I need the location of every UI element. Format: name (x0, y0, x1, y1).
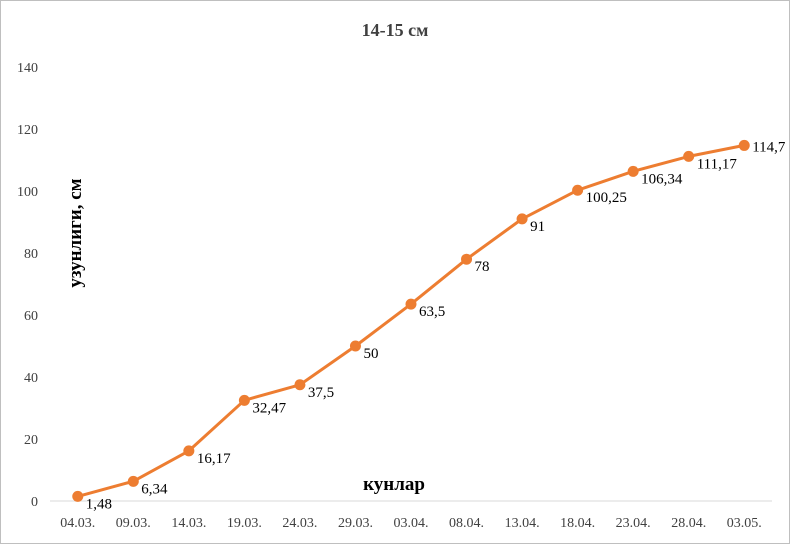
data-point (405, 298, 417, 310)
series-line (77, 143, 745, 498)
data-point (738, 139, 750, 151)
x-axis-ticks: 04.03. 09.03. 14.03. 19.03. 24.03. 29.03. 03.0… (60, 516, 761, 531)
y-tick-label: 20 (24, 433, 38, 448)
y-tick-label: 80 (24, 247, 38, 262)
x-tick-label: 29.03. (338, 516, 373, 531)
data-label: 91 (530, 219, 545, 235)
x-tick-label: 09.03. (116, 516, 151, 531)
y-tick-label: 60 (24, 309, 38, 324)
data-point (572, 184, 584, 196)
data-label: 114,7 (752, 139, 786, 155)
y-tick-label: 140 (17, 61, 38, 76)
data-label: 16,17 (197, 451, 231, 467)
data-label: 50 (363, 346, 378, 362)
data-label: 6,34 (141, 481, 168, 497)
x-tick-label: 14.03. (171, 516, 206, 531)
data-point (516, 213, 528, 225)
data-point (627, 165, 639, 177)
x-tick-label: 28.04. (671, 516, 706, 531)
y-axis-ticks: 0 20 40 60 80 100 120 140 (17, 61, 38, 510)
chart-title: 14-15 см (362, 20, 429, 40)
y-axis-title: узунлиги, см (65, 178, 86, 287)
y-tick-label: 120 (17, 123, 38, 138)
data-point (238, 394, 250, 406)
x-tick-label: 03.04. (394, 516, 429, 531)
x-tick-label: 23.04. (616, 516, 651, 531)
y-tick-label: 100 (17, 185, 38, 200)
data-point (349, 340, 361, 352)
data-point (72, 490, 84, 502)
x-tick-label: 13.04. (505, 516, 540, 531)
x-tick-label: 04.03. (60, 516, 95, 531)
y-tick-label: 0 (31, 495, 38, 510)
data-point (683, 150, 695, 162)
x-tick-label: 18.04. (560, 516, 595, 531)
x-tick-label: 03.05. (727, 516, 762, 531)
data-labels: 1,48 6,34 16,17 32,47 37,5 50 63,5 78 91 100,25 10… (86, 139, 786, 512)
data-point (294, 379, 306, 391)
data-point (183, 445, 195, 457)
data-points (72, 139, 750, 502)
data-label: 63,5 (419, 304, 445, 320)
y-tick-label: 40 (24, 371, 38, 386)
x-axis-title: кунлар (363, 474, 425, 495)
data-label: 32,47 (252, 400, 286, 416)
data-label: 78 (475, 259, 490, 275)
x-tick-label: 08.04. (449, 516, 484, 531)
x-tick-label: 19.03. (227, 516, 262, 531)
data-label: 106,34 (641, 171, 683, 187)
data-point (461, 253, 473, 265)
data-label: 100,25 (586, 190, 627, 206)
data-label: 111,17 (697, 156, 738, 172)
data-point (127, 475, 139, 487)
data-label: 1,48 (86, 496, 112, 512)
x-tick-label: 24.03. (282, 516, 317, 531)
data-label: 37,5 (308, 385, 334, 401)
